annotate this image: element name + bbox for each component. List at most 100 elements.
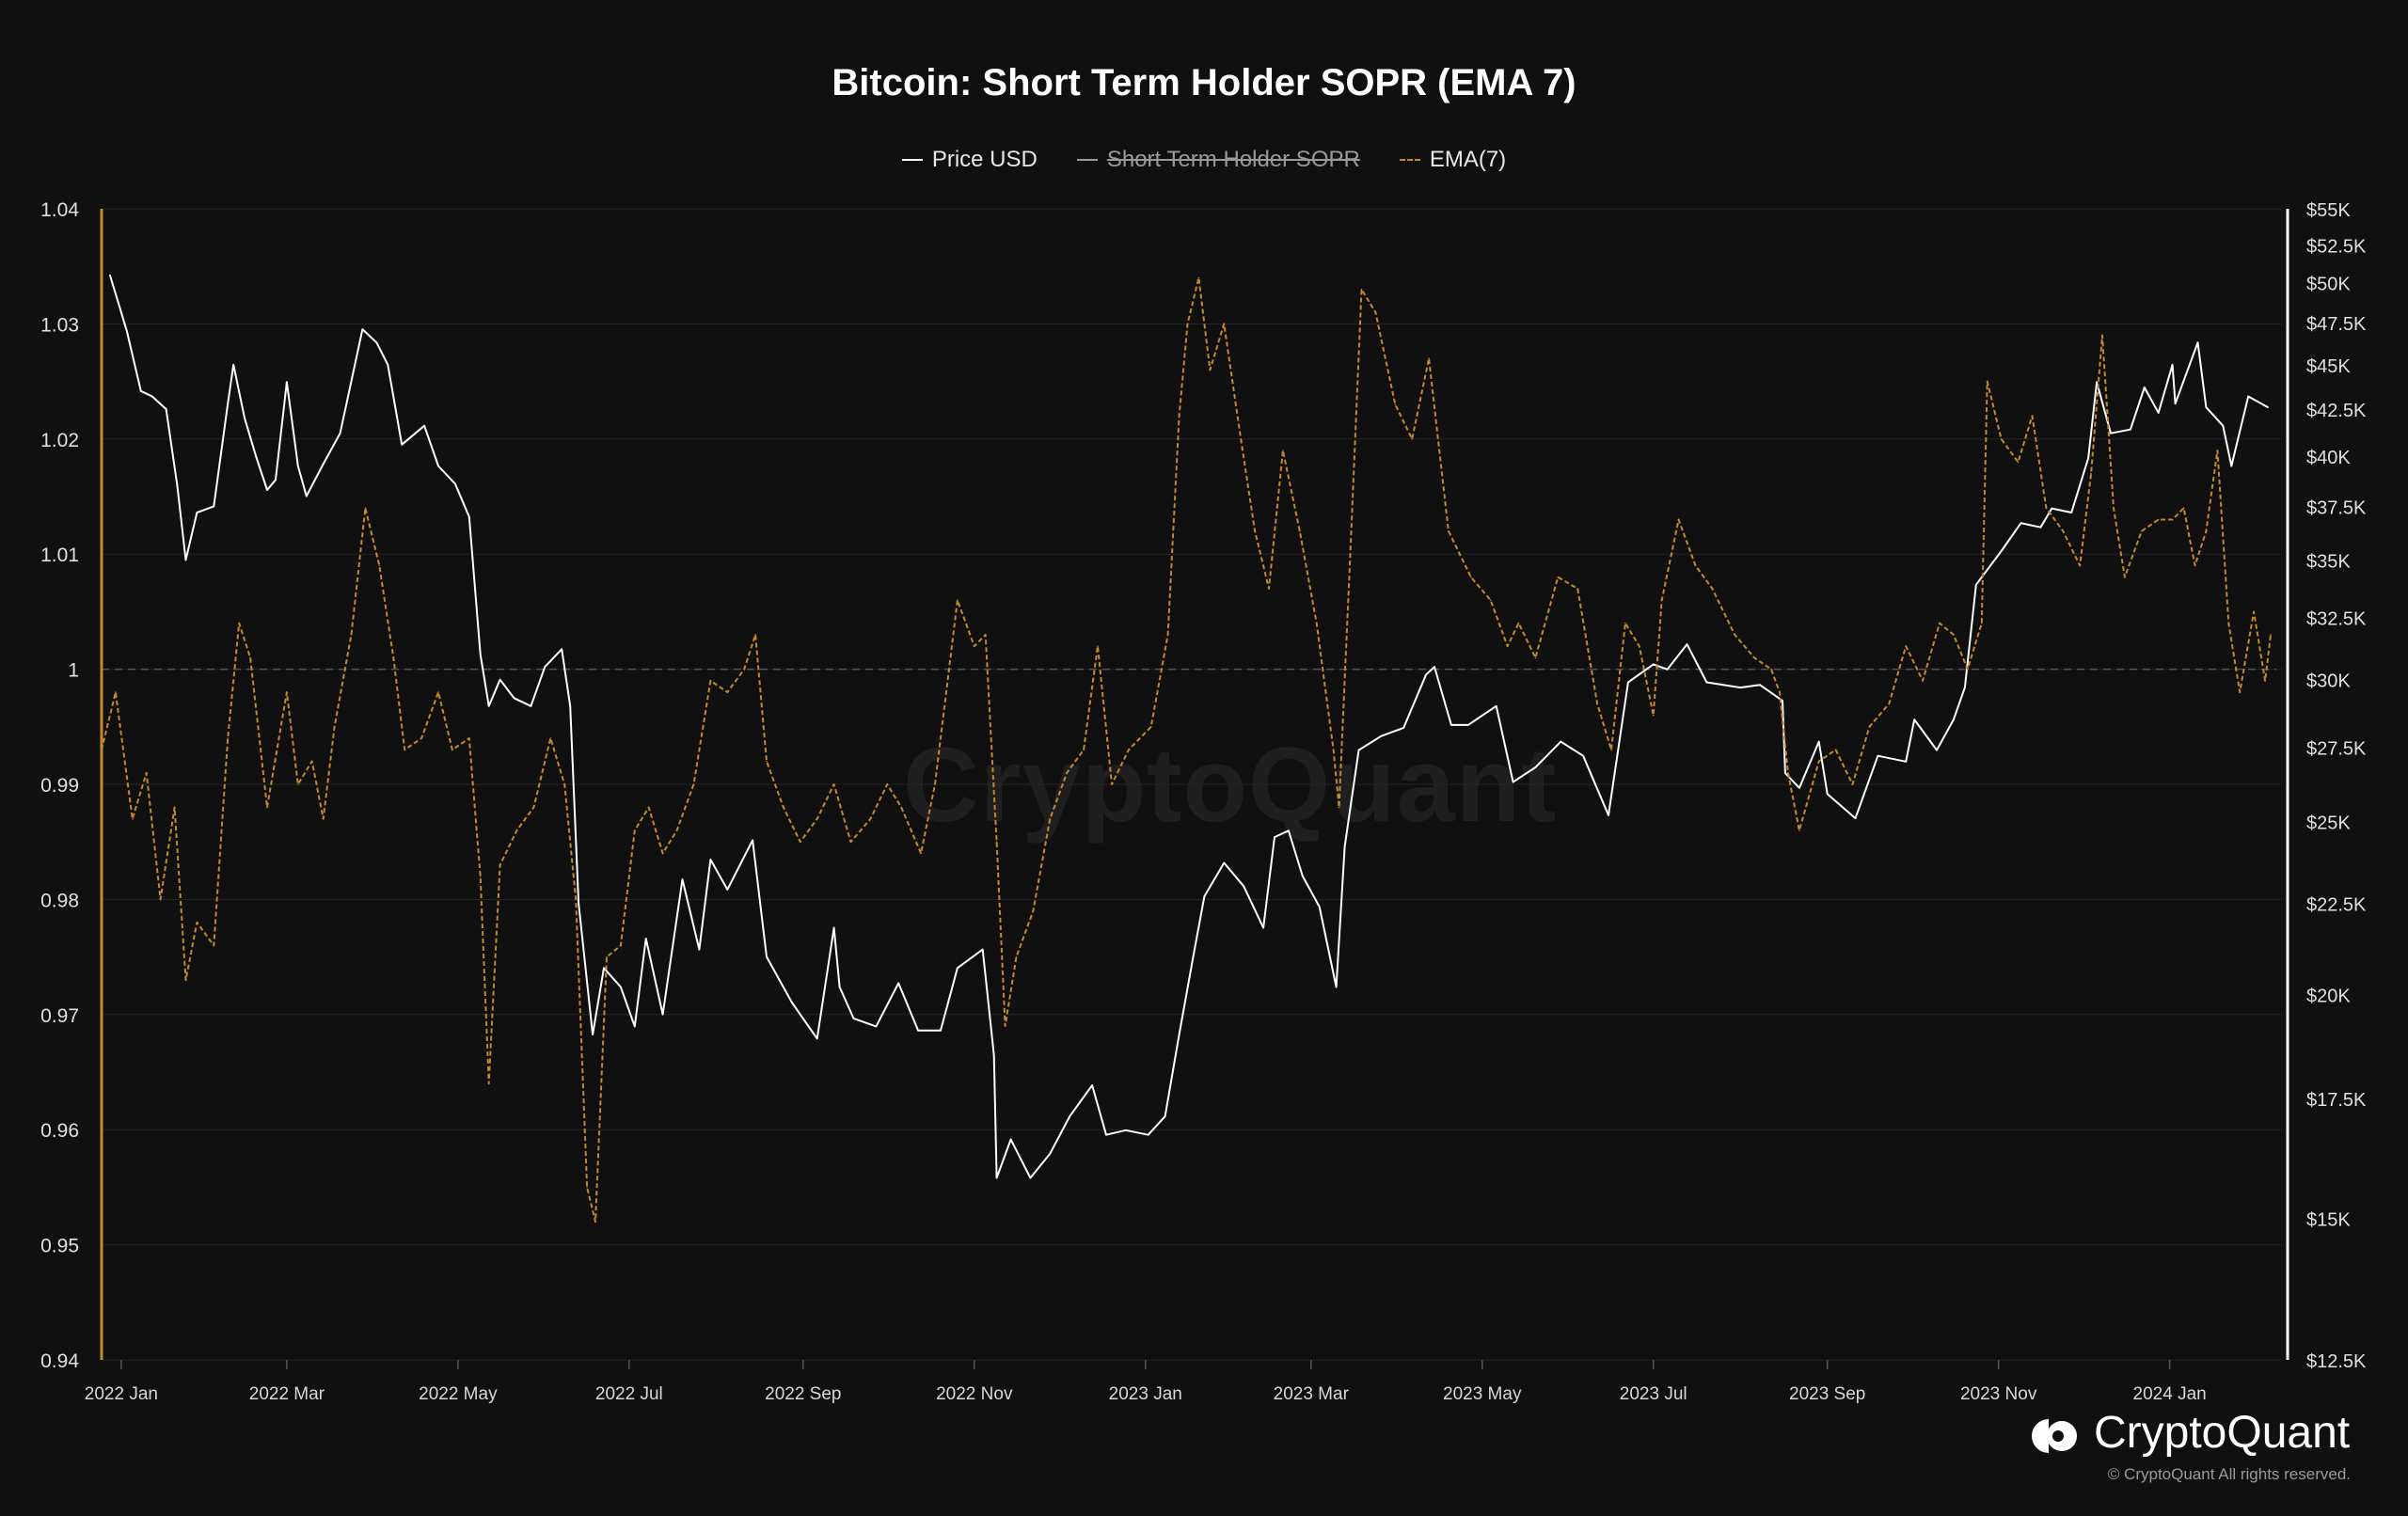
price-point <box>2051 507 2053 510</box>
price-point <box>1302 875 1304 877</box>
price-point <box>1274 836 1275 838</box>
price-point <box>1495 705 1497 707</box>
ema-point <box>1083 749 1085 751</box>
ema-point <box>1922 680 1924 682</box>
ema-point <box>934 783 936 785</box>
chart-legend: Price USD Short Term Holder SOPR EMA(7) <box>0 147 2408 173</box>
legend-item-sth-sopr[interactable]: Short Term Holder SOPR <box>1076 147 1360 173</box>
price-point <box>1512 781 1514 783</box>
ema-point <box>238 622 240 624</box>
ema-point <box>532 806 535 809</box>
ema-point <box>1596 703 1598 705</box>
price-point <box>1009 1138 1012 1141</box>
price-point <box>339 432 341 434</box>
price-point <box>681 878 684 880</box>
price-point <box>2087 457 2089 460</box>
price-point <box>499 678 501 681</box>
ema-point <box>2171 518 2174 521</box>
price-point <box>1335 986 1338 988</box>
price-point <box>2020 522 2022 524</box>
price-point <box>297 465 299 467</box>
ema-point <box>1254 529 1256 532</box>
price-point <box>995 1176 998 1179</box>
x-tick-label: 2023 May <box>1443 1384 1522 1404</box>
ema-point <box>575 898 577 901</box>
price-point <box>1203 895 1206 897</box>
right-tick-label: $52.5K <box>2306 236 2367 257</box>
price-point <box>832 926 835 929</box>
x-tick-label: 2023 Nov <box>1960 1384 2037 1404</box>
ema-point <box>333 726 336 728</box>
ema-point <box>620 944 622 947</box>
price-point <box>1953 719 1955 720</box>
right-tick-label: $25K <box>2306 813 2351 833</box>
price-point <box>981 948 984 951</box>
price-point <box>165 408 167 410</box>
legend-swatch-sth-sopr <box>1076 159 1098 161</box>
price-point <box>1425 673 1427 676</box>
ema-point <box>1888 703 1891 705</box>
right-tick-label: $55K <box>2306 200 2351 221</box>
ema-point <box>2205 529 2208 532</box>
ema-point <box>1223 323 1226 325</box>
price-point <box>1029 1176 1032 1179</box>
price-point <box>1582 754 1584 757</box>
ema-point <box>1394 403 1397 405</box>
legend-item-price[interactable]: Price USD <box>901 147 1038 173</box>
price-point <box>1164 1115 1166 1117</box>
price-point <box>698 948 701 951</box>
price-point <box>1243 885 1244 888</box>
ema-point <box>392 656 395 659</box>
right-tick-label: $22.5K <box>2306 894 2367 915</box>
price-point <box>1817 740 1820 743</box>
price-point <box>2000 550 2003 552</box>
ema-point <box>1770 668 1772 671</box>
price-point <box>992 1054 995 1056</box>
price-point <box>1705 681 1708 684</box>
ema-point <box>1711 588 1714 590</box>
price-point <box>1343 845 1346 847</box>
ema-point <box>227 737 229 739</box>
ema-point <box>2141 529 2143 532</box>
price-point <box>2230 465 2233 467</box>
left-tick-label: 1 <box>68 660 79 682</box>
ema-point <box>563 783 565 785</box>
price-point <box>1434 666 1435 668</box>
price-point <box>487 705 490 707</box>
price-point <box>620 986 622 988</box>
price-point <box>387 364 389 366</box>
price-point <box>255 455 257 457</box>
left-tick-label: 0.99 <box>40 775 79 797</box>
price-point <box>322 463 325 466</box>
left-tick-label: 0.97 <box>40 1005 79 1027</box>
x-tick-label: 2022 May <box>419 1384 498 1404</box>
ema-point <box>1660 599 1663 601</box>
ema-point <box>2090 472 2092 475</box>
ema-point <box>1197 276 1200 279</box>
ema-point <box>886 783 889 785</box>
ema-point <box>594 1221 596 1223</box>
ema-point <box>499 863 501 866</box>
brand-logo: CryptoQuant <box>2030 1407 2350 1459</box>
legend-label-ema: EMA(7) <box>1429 147 1507 172</box>
price-point <box>1854 817 1857 819</box>
ema-point <box>101 749 103 751</box>
price-point <box>1534 766 1537 768</box>
ema-point <box>634 829 636 831</box>
ema-point <box>1557 576 1560 578</box>
price-point <box>752 839 753 842</box>
price-point <box>126 330 128 332</box>
x-tick-label: 2022 Jan <box>85 1384 158 1404</box>
cryptoquant-logo-icon <box>2030 1414 2081 1453</box>
price-point <box>816 1037 818 1040</box>
ema-point <box>869 817 872 820</box>
price-point <box>423 424 425 427</box>
x-tick-label: 2023 Sep <box>1789 1384 1865 1404</box>
price-point <box>2196 341 2199 344</box>
legend-item-ema[interactable]: EMA(7) <box>1399 147 1507 173</box>
price-point <box>232 364 234 366</box>
ema-point <box>1268 588 1270 590</box>
ema-point <box>1282 450 1284 451</box>
series-layer <box>101 274 2272 1224</box>
ema-point <box>159 898 162 901</box>
